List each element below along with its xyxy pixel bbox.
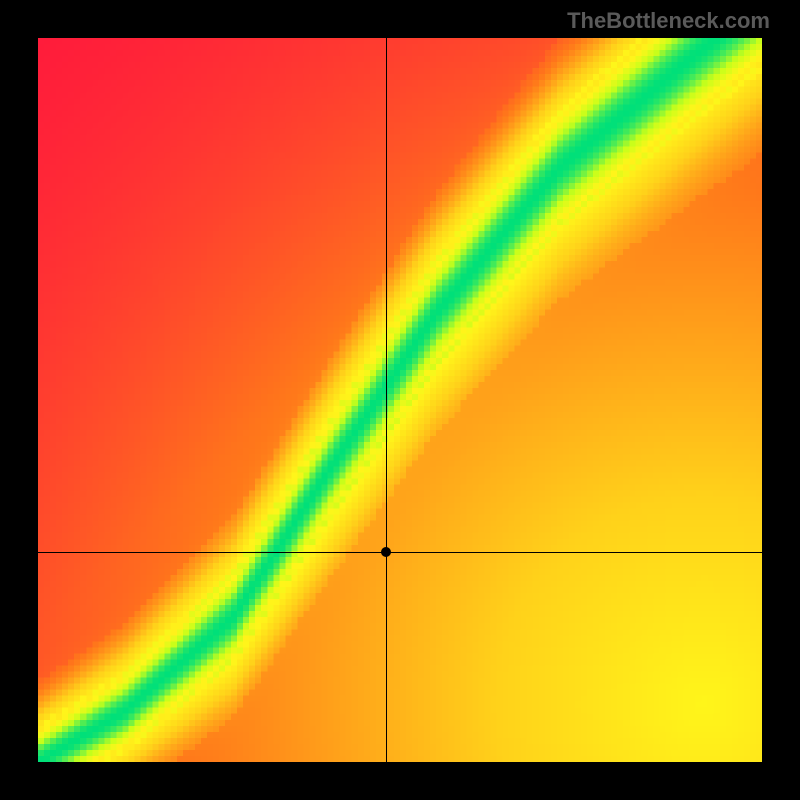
bottleneck-heatmap — [38, 38, 762, 762]
heatmap-plot-area — [38, 38, 762, 762]
watermark-text: TheBottleneck.com — [567, 8, 770, 34]
crosshair-horizontal — [38, 552, 762, 553]
crosshair-marker-dot — [381, 547, 391, 557]
crosshair-vertical — [386, 38, 387, 762]
